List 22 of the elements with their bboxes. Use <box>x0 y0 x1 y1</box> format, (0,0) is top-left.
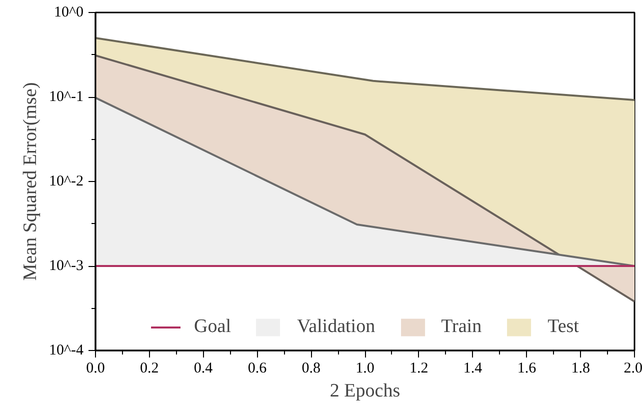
x-tick-label: 0.6 <box>248 360 268 376</box>
x-tick-label: 0.4 <box>194 360 214 376</box>
y-tick-label: 10^-3 <box>48 258 84 274</box>
x-tick-label: 2.0 <box>624 360 642 376</box>
x-tick-label: 1.2 <box>410 360 428 376</box>
x-tick-label: 1.4 <box>463 360 483 376</box>
y-axis-title: Mean Squared Error(mse) <box>20 82 41 281</box>
x-tick-label: 0.0 <box>86 360 105 376</box>
x-tick-label: 1.6 <box>517 360 537 376</box>
legend-label: Validation <box>296 316 376 338</box>
legend-label: Train <box>441 316 482 338</box>
x-tick-label: 0.2 <box>140 360 159 376</box>
y-tick-label: 10^-1 <box>48 89 84 105</box>
x-tick-label: 1.8 <box>571 360 590 376</box>
x-axis-title: 2 Epochs <box>330 380 400 402</box>
y-tick-label: 10^-2 <box>48 174 84 190</box>
y-tick-label: 10^0 <box>54 4 84 20</box>
x-tick-label: 1.0 <box>356 360 374 376</box>
x-tick-label: 0.8 <box>302 360 320 376</box>
legend-label: Goal <box>194 316 231 338</box>
y-tick-label: 10^-4 <box>48 342 84 358</box>
legend-label: Test <box>548 316 579 338</box>
